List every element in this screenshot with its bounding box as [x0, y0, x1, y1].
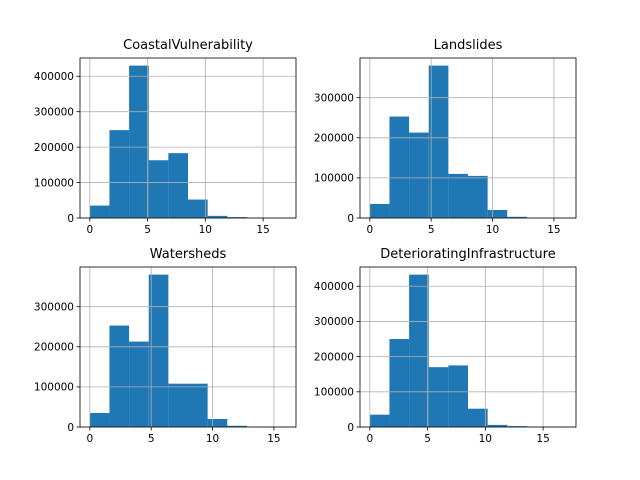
x-tick-label: 10 — [199, 224, 212, 236]
x-tick-label: 0 — [86, 224, 93, 236]
histogram-bar — [428, 367, 449, 427]
subplot-title: DeterioratingInfrastructure — [380, 247, 555, 262]
histogram-bar — [448, 173, 468, 218]
y-tick-label: 100000 — [314, 387, 354, 399]
histogram-bar — [227, 217, 247, 218]
x-tick-label: 0 — [86, 433, 93, 445]
histogram-bar — [148, 160, 169, 218]
histogram-bar — [148, 274, 169, 427]
histogram-bar — [409, 274, 429, 427]
x-tick-label: 5 — [144, 224, 151, 236]
histogram-bar — [369, 203, 390, 218]
y-tick-label: 100000 — [34, 177, 74, 189]
x-tick-label: 15 — [547, 224, 560, 236]
y-tick-label: 300000 — [314, 316, 354, 328]
x-tick-label: 15 — [536, 433, 549, 445]
x-tick-label: 15 — [256, 224, 269, 236]
histogram-bar — [109, 130, 130, 218]
subplot-title: CoastalVulnerability — [123, 38, 253, 53]
y-tick-label: 400000 — [34, 71, 74, 83]
subplot-title: Landslides — [434, 38, 503, 53]
y-tick-label: 200000 — [314, 133, 354, 145]
histogram-bar — [188, 199, 208, 218]
y-tick-label: 200000 — [314, 351, 354, 363]
x-tick-label: 15 — [267, 433, 280, 445]
histogram-bar — [468, 175, 488, 218]
histogram-bar — [507, 216, 527, 218]
histogram-bar — [448, 365, 468, 427]
x-tick-label: 0 — [366, 433, 373, 445]
x-tick-label: 5 — [148, 433, 155, 445]
x-tick-label: 10 — [479, 433, 492, 445]
axes-frame — [359, 266, 577, 428]
histogram-bar — [89, 205, 110, 218]
histogram-bar — [468, 408, 488, 427]
y-tick-label: 200000 — [34, 142, 74, 154]
x-tick-label: 5 — [428, 224, 435, 236]
y-tick-label: 300000 — [34, 106, 74, 118]
y-tick-label: 100000 — [34, 382, 74, 394]
x-tick-label: 10 — [486, 224, 499, 236]
histogram-bar — [188, 383, 208, 427]
subplot-1: 0 5 10 15 0 100000 200000 300000 Landslides — [314, 38, 577, 236]
subplot-2: 0 5 10 15 0 100000 200000 300000 Watersheds — [34, 247, 297, 445]
y-tick-label: 0 — [67, 213, 74, 225]
histogram-bar — [109, 325, 130, 427]
histogram-bar — [89, 412, 110, 427]
histogram-bar — [409, 132, 429, 218]
histogram-bar — [389, 339, 410, 427]
subplot-3: 0 5 10 15 0 100000 200000 300000 400000 Deteriora… — [314, 247, 577, 445]
axes-frame — [79, 57, 297, 219]
x-tick-label: 5 — [424, 433, 431, 445]
y-tick-label: 100000 — [314, 173, 354, 185]
histogram-bar — [428, 65, 449, 219]
x-tick-label: 0 — [366, 224, 373, 236]
y-tick-label: 0 — [347, 422, 354, 434]
y-tick-label: 300000 — [34, 301, 74, 313]
subplot-title: Watersheds — [150, 247, 227, 262]
histogram-bar — [207, 215, 228, 218]
histogram-bar — [129, 341, 149, 427]
y-tick-label: 200000 — [34, 342, 74, 354]
histogram-bar — [389, 116, 410, 218]
histogram-bar — [207, 418, 228, 427]
histogram-bar — [487, 209, 508, 218]
y-tick-label: 0 — [347, 213, 354, 225]
histogram-bar — [168, 383, 188, 427]
y-tick-label: 300000 — [314, 92, 354, 104]
y-tick-label: 400000 — [314, 281, 354, 293]
x-tick-label: 10 — [206, 433, 219, 445]
histogram-bar — [129, 65, 149, 219]
histogram-bar — [369, 414, 390, 427]
histogram-bar — [168, 153, 188, 218]
histogram-bar — [507, 426, 527, 427]
histogram-bar — [227, 425, 247, 427]
subplot-0: 0 5 10 15 0 100000 200000 300000 400000 CoastalVu… — [34, 38, 297, 236]
y-tick-label: 0 — [67, 422, 74, 434]
histogram-bar — [487, 424, 508, 427]
